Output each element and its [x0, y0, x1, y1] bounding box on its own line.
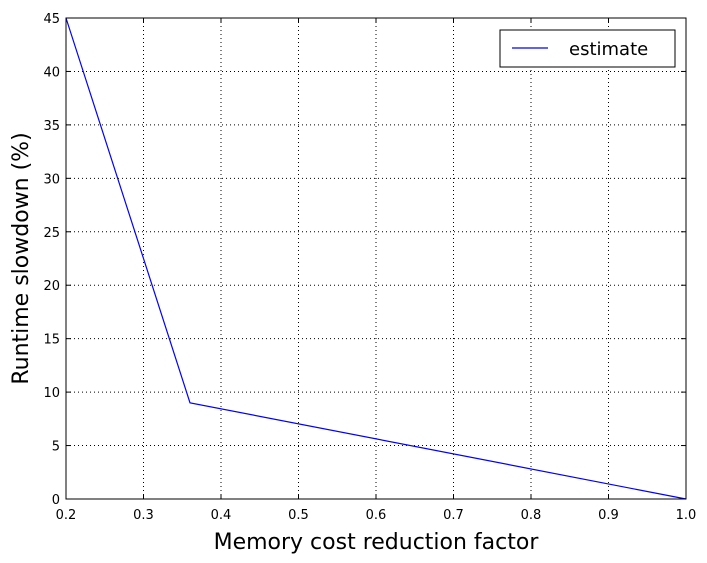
y-tick-label: 5	[52, 440, 60, 455]
y-tick-label: 30	[43, 172, 60, 187]
y-tick-label: 40	[43, 65, 60, 80]
y-tick-label: 10	[43, 386, 60, 401]
y-tick-label: 35	[43, 119, 60, 134]
series-line-estimate	[65, 17, 687, 500]
x-tick-label: 0.8	[521, 508, 542, 523]
legend-label-estimate: estimate	[569, 39, 648, 60]
x-tick-labels: 0.2 0.3 0.4 0.5 0.6 0.7 0.8 0.9 1.0	[56, 508, 697, 523]
y-tick-labels: 0 5 10 15 20 25 30 35 40 45	[43, 12, 60, 508]
y-tick-label: 15	[43, 333, 60, 348]
x-tick-label: 0.5	[288, 508, 309, 523]
series-lines	[65, 17, 687, 500]
x-tick-label: 0.4	[211, 508, 232, 523]
x-tick-label: 0.3	[133, 508, 154, 523]
legend: estimate	[499, 29, 676, 68]
grid-lines	[66, 18, 686, 499]
tick-marks	[65, 17, 687, 500]
x-tick-label: 0.7	[443, 508, 464, 523]
x-tick-label: 0.6	[366, 508, 387, 523]
x-tick-label: 1.0	[676, 508, 697, 523]
x-tick-label: 0.2	[56, 508, 77, 523]
y-tick-label: 20	[43, 279, 60, 294]
y-tick-label: 25	[43, 226, 60, 241]
y-axis-label: Runtime slowdown (%)	[9, 132, 34, 384]
x-tick-label: 0.9	[598, 508, 619, 523]
y-tick-label: 45	[43, 12, 60, 27]
x-axis-label: Memory cost reduction factor	[214, 530, 540, 555]
y-tick-label: 0	[52, 493, 60, 508]
